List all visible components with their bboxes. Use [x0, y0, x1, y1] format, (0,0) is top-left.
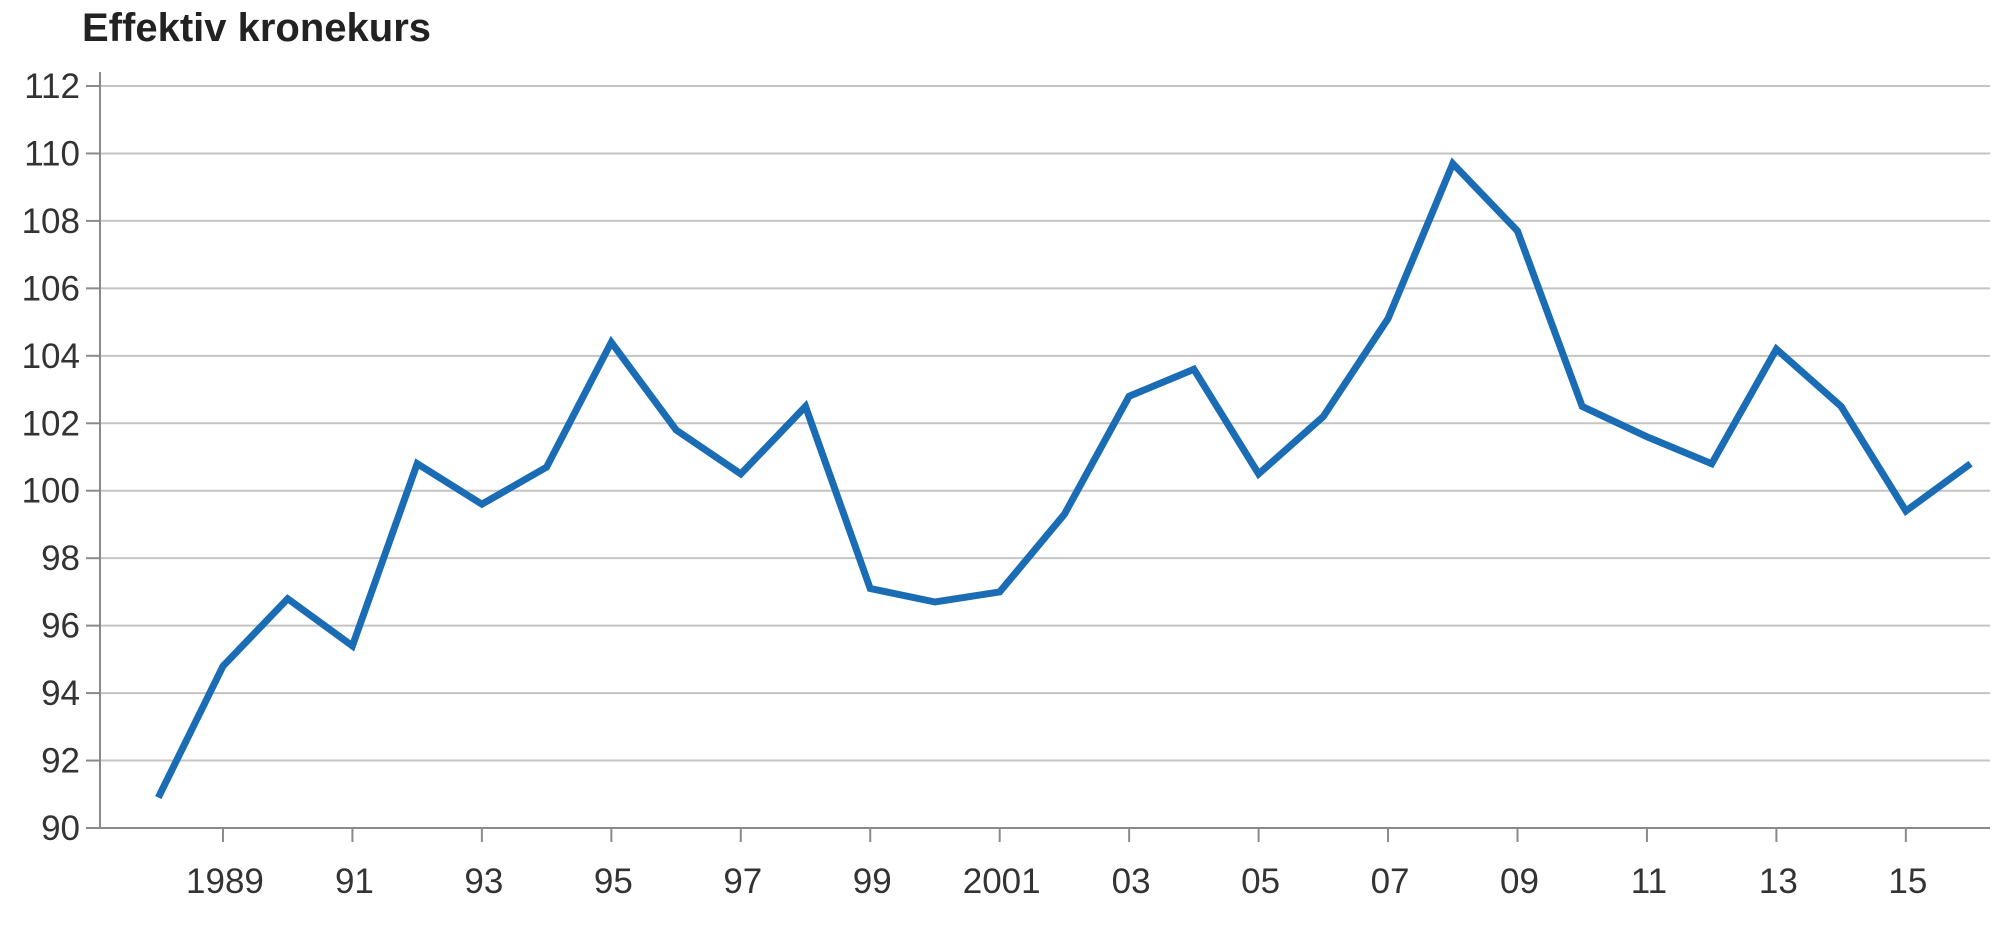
data-point	[543, 463, 551, 471]
data-point	[1578, 402, 1586, 410]
x-tick-label: 93	[464, 862, 503, 901]
data-point	[1967, 460, 1975, 468]
x-tick-label: 1989	[186, 862, 264, 901]
x-tick-label: 97	[723, 862, 762, 901]
x-tick-label: 05	[1241, 862, 1280, 901]
y-axis-tick-labels: 90 92 94 96 98 100 102 104 106 108 110 112	[22, 67, 80, 848]
x-tick-label: 11	[1631, 862, 1667, 901]
data-point	[1772, 345, 1780, 353]
gridlines	[100, 85, 1990, 762]
data-point	[284, 595, 292, 603]
x-tick-label: 99	[853, 862, 892, 901]
data-point	[1125, 392, 1133, 400]
x-tick-label: 91	[335, 862, 374, 901]
x-tick-label: 07	[1371, 862, 1410, 901]
data-point	[802, 402, 810, 410]
y-tick-label: 90	[41, 809, 80, 848]
y-tick-label: 92	[41, 742, 80, 781]
data-point	[1190, 365, 1198, 373]
data-point	[996, 588, 1004, 596]
y-tick-label: 108	[22, 202, 80, 241]
y-tick-label: 104	[22, 337, 80, 376]
data-point	[1708, 460, 1716, 468]
x-tick-label: 03	[1112, 862, 1151, 901]
x-tick-label: 95	[594, 862, 633, 901]
y-tick-label: 98	[41, 539, 80, 578]
y-tick-label: 106	[22, 269, 80, 308]
data-point	[1319, 413, 1327, 421]
data-point	[348, 642, 356, 650]
series-layer	[154, 157, 1975, 802]
y-tick-label: 94	[41, 674, 80, 713]
data-point	[413, 460, 421, 468]
x-axis-tick-labels: 1989 91 93 95 97 99 2001 03 05 07 09 11 13 15	[186, 862, 1927, 901]
data-point	[1837, 402, 1845, 410]
x-tick-label: 2001	[963, 862, 1041, 901]
data-point	[931, 598, 939, 606]
data-point	[737, 470, 745, 478]
data-point	[1449, 160, 1457, 168]
y-tick-label: 112	[24, 67, 80, 106]
x-tick-label: 13	[1759, 862, 1798, 901]
data-point	[866, 585, 874, 593]
data-point	[1902, 507, 1910, 515]
data-point	[219, 662, 227, 670]
data-point	[672, 426, 680, 434]
data-point	[1514, 227, 1522, 235]
axes	[86, 72, 1990, 842]
data-point	[1060, 510, 1068, 518]
y-tick-label: 100	[22, 472, 80, 511]
data-point	[1643, 433, 1651, 441]
y-tick-label: 102	[22, 404, 80, 443]
chart-title: Effektiv kronekurs	[82, 6, 432, 50]
x-tick-label: 09	[1500, 862, 1539, 901]
data-point	[1384, 315, 1392, 323]
data-point	[607, 338, 615, 346]
y-tick-label: 96	[41, 607, 80, 646]
x-tick-label: 15	[1888, 862, 1927, 901]
data-point	[154, 794, 162, 802]
series-line	[155, 157, 1973, 800]
data-point	[1255, 470, 1263, 478]
y-tick-label: 110	[24, 134, 80, 173]
data-point	[478, 500, 486, 508]
